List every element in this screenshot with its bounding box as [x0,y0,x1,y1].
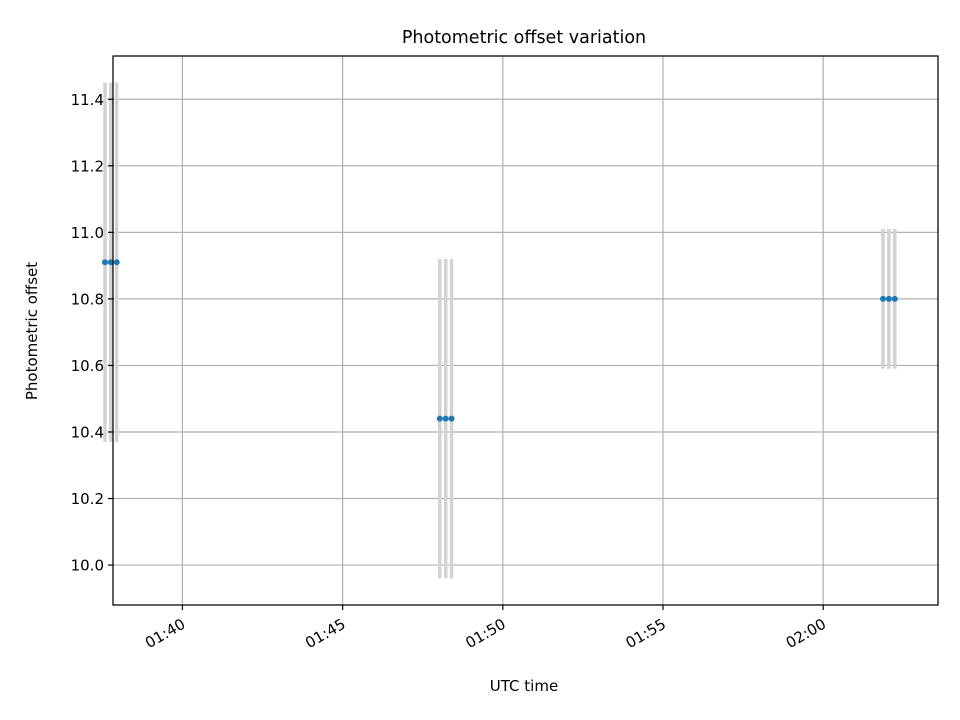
x-axis-label: UTC time [490,677,558,695]
y-tick-label: 11.0 [71,224,104,242]
data-point [113,259,120,266]
x-tick-label: 02:00 [783,615,829,652]
error-bars [103,82,897,579]
data-point [885,295,892,302]
data-point [436,415,443,422]
y-axis-label: Photometric offset [23,262,41,400]
data-point [448,415,455,422]
data-point [891,295,898,302]
y-tick-label: 10.2 [71,490,104,508]
grid-lines [113,56,938,605]
y-tick-label: 10.6 [71,357,104,375]
x-tick-label: 01:55 [623,615,669,652]
y-tick-label: 11.4 [71,91,104,109]
y-tick-label: 10.0 [71,557,104,575]
x-tick-label: 01:45 [302,615,348,652]
data-point [101,259,108,266]
x-tick-label: 01:40 [142,615,188,652]
chart-title: Photometric offset variation [402,28,646,48]
data-points [101,259,898,422]
y-tick-label: 10.8 [71,290,104,308]
y-tick-label: 11.2 [71,157,104,175]
data-point [880,295,886,302]
x-tick-label: 01:50 [462,615,508,652]
y-tick-label: 10.4 [71,423,104,441]
plot-area-frame [112,55,939,606]
data-point [107,259,114,266]
data-point [442,415,449,422]
